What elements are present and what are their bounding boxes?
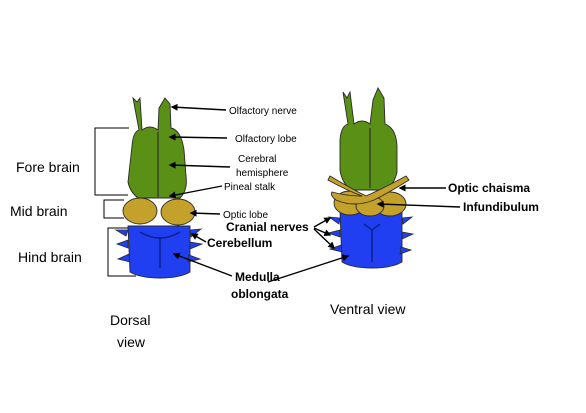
dorsal-hind-nerves bbox=[114, 228, 204, 263]
label-medulla-line2: oblongata bbox=[231, 287, 289, 301]
label-mid-brain: Mid brain bbox=[10, 203, 68, 219]
ventral-medulla bbox=[339, 211, 403, 269]
label-cerebral-line1: Cerebral bbox=[238, 154, 276, 165]
ventral-title: Ventral view bbox=[330, 301, 406, 317]
dorsal-forebrain bbox=[127, 96, 187, 199]
label-infundibulum: Infundibulum bbox=[463, 200, 539, 214]
ventral-optic-chiasma bbox=[327, 175, 410, 205]
region-brackets: Fore brain Mid brain Hind brain bbox=[10, 127, 136, 277]
label-olfactory-lobe: Olfactory lobe bbox=[235, 134, 297, 145]
dorsal-brain bbox=[114, 96, 204, 279]
ventral-annotations: Optic chaisma Infundibulum Cranial nerve… bbox=[226, 181, 539, 283]
ventral-forebrain bbox=[339, 87, 398, 191]
label-medulla-line1: Medulla bbox=[235, 270, 280, 284]
label-cerebral-line2: hemisphere bbox=[236, 168, 289, 179]
view-titles: Dorsal view Ventral view bbox=[110, 301, 406, 350]
ventral-brain bbox=[326, 87, 415, 269]
label-cranial-nerves: Cranial nerves bbox=[226, 220, 309, 234]
dorsal-title-line1: Dorsal bbox=[110, 312, 150, 328]
dorsal-medulla-groove bbox=[139, 231, 181, 268]
label-fore-brain: Fore brain bbox=[16, 159, 80, 175]
dorsal-optic-lobe-right bbox=[160, 198, 196, 226]
label-olfactory-nerve: Olfactory nerve bbox=[229, 106, 297, 117]
dorsal-annotations: Olfactory nerve Olfactory lobe Cerebral … bbox=[168, 103, 297, 301]
ventral-hind-nerves bbox=[326, 216, 415, 255]
dorsal-title-line2: view bbox=[117, 334, 146, 350]
dorsal-medulla bbox=[127, 225, 191, 279]
label-pineal-stalk: Pineal stalk bbox=[224, 182, 276, 193]
label-optic-lobe: Optic lobe bbox=[223, 210, 268, 221]
dorsal-optic-lobe-left bbox=[122, 197, 158, 225]
label-cerebellum: Cerebellum bbox=[207, 236, 272, 250]
label-optic-chiasma: Optic chaisma bbox=[448, 181, 530, 195]
ventral-medulla-groove bbox=[363, 223, 381, 262]
label-hind-brain: Hind brain bbox=[18, 249, 82, 265]
